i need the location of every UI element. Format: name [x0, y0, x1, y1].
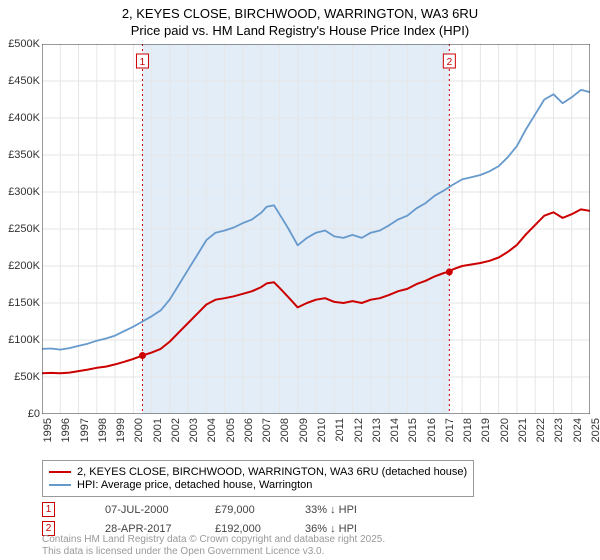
x-tick-label: 2017: [444, 418, 456, 458]
x-tick-label: 1999: [115, 418, 127, 458]
legend-row-hpi: HPI: Average price, detached house, Warr…: [49, 479, 467, 491]
y-tick-label: £100K: [0, 334, 40, 346]
footer-line1: Contains HM Land Registry data © Crown c…: [42, 534, 385, 545]
sale-price-2: £192,000: [215, 523, 305, 535]
x-tick-label: 1998: [97, 418, 109, 458]
legend-label-hpi: HPI: Average price, detached house, Warr…: [77, 479, 312, 491]
x-tick-label: 1997: [79, 418, 91, 458]
svg-text:2: 2: [447, 57, 453, 68]
y-tick-label: £50K: [0, 371, 40, 383]
sale-delta-1: 33% ↓ HPI: [305, 504, 395, 516]
y-tick-label: £300K: [0, 186, 40, 198]
y-tick-label: £200K: [0, 260, 40, 272]
y-tick-label: £500K: [0, 38, 40, 50]
x-tick-label: 2023: [553, 418, 565, 458]
title-line2: Price paid vs. HM Land Registry's House …: [131, 23, 469, 38]
x-tick-label: 2008: [279, 418, 291, 458]
x-tick-label: 2018: [462, 418, 474, 458]
chart-title: 2, KEYES CLOSE, BIRCHWOOD, WARRINGTON, W…: [0, 0, 600, 40]
footer-line2: This data is licensed under the Open Gov…: [42, 546, 324, 557]
x-tick-label: 2004: [206, 418, 218, 458]
y-tick-label: £400K: [0, 112, 40, 124]
x-tick-label: 2016: [426, 418, 438, 458]
x-tick-label: 2010: [316, 418, 328, 458]
x-tick-label: 2009: [298, 418, 310, 458]
x-tick-label: 2002: [170, 418, 182, 458]
y-tick-label: £250K: [0, 223, 40, 235]
x-tick-label: 2021: [517, 418, 529, 458]
plot-svg: 12: [42, 44, 590, 414]
x-tick-label: 2003: [188, 418, 200, 458]
x-tick-label: 2005: [225, 418, 237, 458]
sale-date-2: 28-APR-2017: [105, 523, 215, 535]
sale-row-1: 1 07-JUL-2000 £79,000 33% ↓ HPI: [42, 502, 395, 517]
title-line1: 2, KEYES CLOSE, BIRCHWOOD, WARRINGTON, W…: [122, 6, 478, 21]
x-tick-label: 2015: [407, 418, 419, 458]
svg-text:1: 1: [140, 57, 146, 68]
x-tick-label: 2000: [133, 418, 145, 458]
footer-note: Contains HM Land Registry data © Crown c…: [42, 534, 385, 558]
legend-label-property: 2, KEYES CLOSE, BIRCHWOOD, WARRINGTON, W…: [77, 466, 467, 478]
x-tick-label: 2025: [590, 418, 600, 458]
x-tick-label: 2012: [353, 418, 365, 458]
legend-row-property: 2, KEYES CLOSE, BIRCHWOOD, WARRINGTON, W…: [49, 466, 467, 478]
sale-delta-2: 36% ↓ HPI: [305, 523, 395, 535]
y-tick-label: £150K: [0, 297, 40, 309]
x-tick-label: 2007: [261, 418, 273, 458]
sale-date-1: 07-JUL-2000: [105, 504, 215, 516]
x-tick-label: 2024: [572, 418, 584, 458]
x-tick-label: 2013: [371, 418, 383, 458]
plot-area: 12: [42, 44, 590, 414]
chart-container: 2, KEYES CLOSE, BIRCHWOOD, WARRINGTON, W…: [0, 0, 600, 560]
legend-swatch-hpi: [49, 484, 71, 487]
x-tick-label: 1995: [42, 418, 54, 458]
y-tick-label: £0: [0, 408, 40, 420]
legend-box: 2, KEYES CLOSE, BIRCHWOOD, WARRINGTON, W…: [42, 460, 474, 497]
x-tick-label: 2022: [535, 418, 547, 458]
x-tick-label: 1996: [60, 418, 72, 458]
y-tick-label: £450K: [0, 75, 40, 87]
x-tick-label: 2014: [389, 418, 401, 458]
x-tick-label: 2006: [243, 418, 255, 458]
x-tick-label: 2001: [152, 418, 164, 458]
sale-marker-1: 1: [42, 502, 55, 517]
x-tick-label: 2011: [334, 418, 346, 458]
legend-swatch-property: [49, 471, 71, 474]
sale-price-1: £79,000: [215, 504, 305, 516]
y-tick-label: £350K: [0, 149, 40, 161]
x-tick-label: 2019: [480, 418, 492, 458]
x-tick-label: 2020: [499, 418, 511, 458]
